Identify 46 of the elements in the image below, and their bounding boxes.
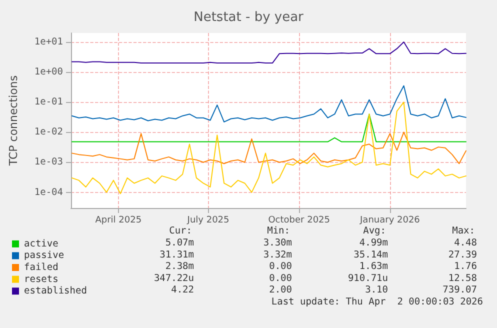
text: Max: (452, 226, 475, 236)
y-tick-label: 1e+01 (34, 36, 64, 48)
text: 3.30m (263, 238, 292, 248)
text: 35.14m (354, 249, 388, 260)
legend-label: active (24, 238, 59, 250)
y-tick-label: 1e-01 (34, 96, 64, 108)
text: 3.10 (365, 284, 388, 296)
legend-label: failed (24, 262, 58, 273)
legend-label: established (24, 286, 87, 297)
line-series (71, 132, 466, 164)
text: 347.22u (154, 272, 194, 284)
x-tick-label: July 2025 (186, 216, 230, 226)
text: 1.63m (359, 261, 388, 272)
text: 910.71u (348, 272, 388, 284)
x-tick-label: April 2025 (95, 216, 142, 226)
y-tick-label: 1e-02 (34, 126, 63, 138)
text: 4.22 (171, 284, 194, 296)
text: Avg: (363, 226, 386, 236)
text: 1.76 (454, 261, 478, 272)
text: 3.32m (263, 249, 292, 260)
text: 2.38m (165, 261, 194, 272)
chart-title: Netstat - by year (194, 10, 304, 25)
y-axis-title: TCP connections (7, 75, 20, 167)
text: 4.48 (454, 238, 478, 248)
x-tick-label: October 2025 (268, 216, 330, 226)
line-series (71, 85, 466, 122)
legend-label: passive (24, 250, 64, 262)
text: Last update: Thu Apr 2 00:00:03 2026 (271, 296, 484, 308)
text: 31.31m (160, 249, 194, 260)
y-tick-label: 1e-04 (34, 186, 64, 198)
text: 12.58 (448, 272, 478, 284)
text: 0.00 (269, 272, 292, 284)
text: 739.07 (442, 284, 477, 296)
text: Min: (267, 226, 290, 236)
line-series (71, 102, 466, 194)
legend-label: resets (24, 274, 58, 285)
text: 2.00 (269, 284, 292, 296)
line-series (71, 42, 466, 64)
text: 4.99m (359, 238, 388, 248)
text: 5.07m (165, 238, 194, 248)
y-tick-label: 1e+00 (34, 66, 64, 78)
x-tick-label: January 2026 (359, 216, 420, 226)
text: Cur: (169, 226, 192, 236)
text: 27.39 (448, 249, 478, 260)
y-tick-label: 1e-03 (34, 156, 63, 168)
text: 0.00 (269, 261, 292, 272)
